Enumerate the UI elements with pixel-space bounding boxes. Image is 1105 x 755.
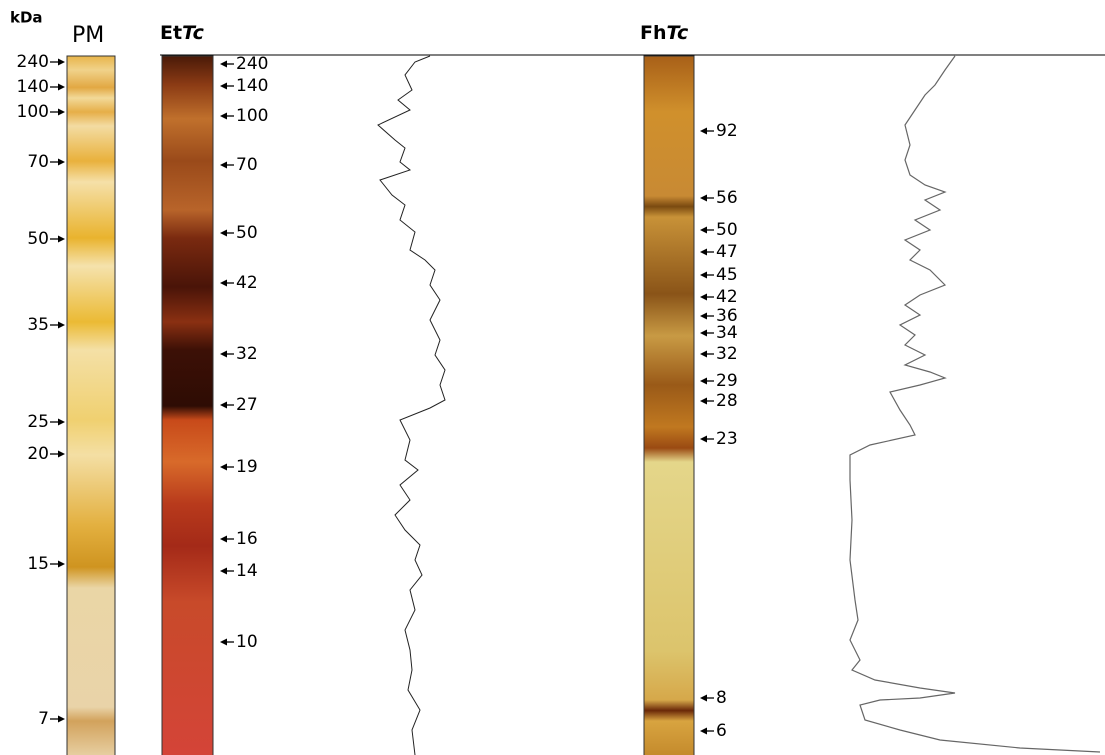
- marker-arrowhead: [220, 112, 227, 120]
- marker-label: 15: [27, 554, 49, 574]
- marker-label: 6: [716, 721, 727, 741]
- marker-label: 50: [236, 223, 258, 243]
- marker-label: 140: [17, 77, 49, 97]
- marker-arrowhead: [58, 321, 65, 329]
- marker-label: 100: [17, 102, 49, 122]
- lane-label-italic: Tc: [182, 22, 205, 44]
- marker-label: 7: [38, 709, 49, 729]
- marker-arrowhead: [700, 727, 707, 735]
- lane-label-bold: Fh: [640, 22, 667, 44]
- marker-arrowhead: [700, 312, 707, 320]
- densitometry-trace: [849, 55, 1101, 753]
- marker-arrowhead: [220, 279, 227, 287]
- marker-arrowhead: [58, 418, 65, 426]
- marker-arrowhead: [58, 83, 65, 91]
- marker-arrowhead: [700, 271, 707, 279]
- gel-lane: [66, 55, 116, 755]
- marker-label: 25: [27, 412, 49, 432]
- marker-label: 92: [716, 121, 738, 141]
- marker-label: 70: [27, 152, 49, 172]
- marker-arrowhead: [700, 377, 707, 385]
- marker-arrowhead: [58, 58, 65, 66]
- marker-arrowhead: [220, 535, 227, 543]
- marker-label: 45: [716, 265, 738, 285]
- marker-arrowhead: [700, 694, 707, 702]
- marker-arrowhead: [700, 194, 707, 202]
- marker-arrowhead: [700, 435, 707, 443]
- lane-label-bold: Et: [160, 22, 182, 44]
- marker-label: 50: [716, 220, 738, 240]
- markers: 2401401007050352520157240140100705042322…: [17, 52, 738, 741]
- lane-label: PM: [72, 23, 104, 48]
- marker-label: 140: [236, 76, 268, 96]
- marker-arrowhead: [58, 235, 65, 243]
- lane-label: FhTc: [640, 22, 689, 44]
- marker-arrowhead: [220, 229, 227, 237]
- marker-arrowhead: [220, 161, 227, 169]
- marker-label: 35: [27, 315, 49, 335]
- marker-arrowhead: [58, 158, 65, 166]
- marker-label: 42: [236, 273, 258, 293]
- marker-label: 240: [17, 52, 49, 72]
- marker-label: 28: [716, 391, 738, 411]
- marker-arrowhead: [220, 60, 227, 68]
- marker-label: 42: [716, 287, 738, 307]
- marker-label: 16: [236, 529, 258, 549]
- densitometry-trace: [377, 55, 446, 755]
- marker-label: 32: [236, 344, 258, 364]
- unit-label: kDa: [10, 9, 43, 27]
- marker-arrowhead: [220, 638, 227, 646]
- marker-arrowhead: [700, 127, 707, 135]
- marker-label: 27: [236, 395, 258, 415]
- marker-label: 20: [27, 444, 49, 464]
- marker-arrowhead: [700, 350, 707, 358]
- marker-label: 240: [236, 54, 268, 74]
- marker-arrowhead: [58, 450, 65, 458]
- marker-label: 36: [716, 306, 738, 326]
- lane-label: EtTc: [160, 22, 205, 44]
- marker-arrowhead: [220, 401, 227, 409]
- marker-label: 10: [236, 632, 258, 652]
- marker-label: 100: [236, 106, 268, 126]
- marker-label: 29: [716, 371, 738, 391]
- marker-label: 19: [236, 457, 258, 477]
- gel-lane: [161, 55, 214, 755]
- marker-arrowhead: [220, 463, 227, 471]
- marker-arrowhead: [220, 82, 227, 90]
- marker-label: 32: [716, 344, 738, 364]
- marker-arrowhead: [700, 329, 707, 337]
- marker-arrowhead: [220, 350, 227, 358]
- marker-arrowhead: [220, 567, 227, 575]
- marker-arrowhead: [58, 715, 65, 723]
- marker-arrowhead: [700, 226, 707, 234]
- marker-arrowhead: [700, 397, 707, 405]
- marker-arrowhead: [58, 560, 65, 568]
- marker-label: 50: [27, 229, 49, 249]
- marker-label: 34: [716, 323, 738, 343]
- lane-label-italic: Tc: [667, 22, 690, 44]
- marker-label: 14: [236, 561, 258, 581]
- gel-lane: [643, 55, 695, 755]
- marker-label: 56: [716, 188, 738, 208]
- marker-label: 23: [716, 429, 738, 449]
- marker-label: 70: [236, 155, 258, 175]
- marker-label: 8: [716, 688, 727, 708]
- marker-arrowhead: [58, 108, 65, 116]
- marker-arrowhead: [700, 293, 707, 301]
- marker-label: 47: [716, 242, 738, 262]
- marker-arrowhead: [700, 248, 707, 256]
